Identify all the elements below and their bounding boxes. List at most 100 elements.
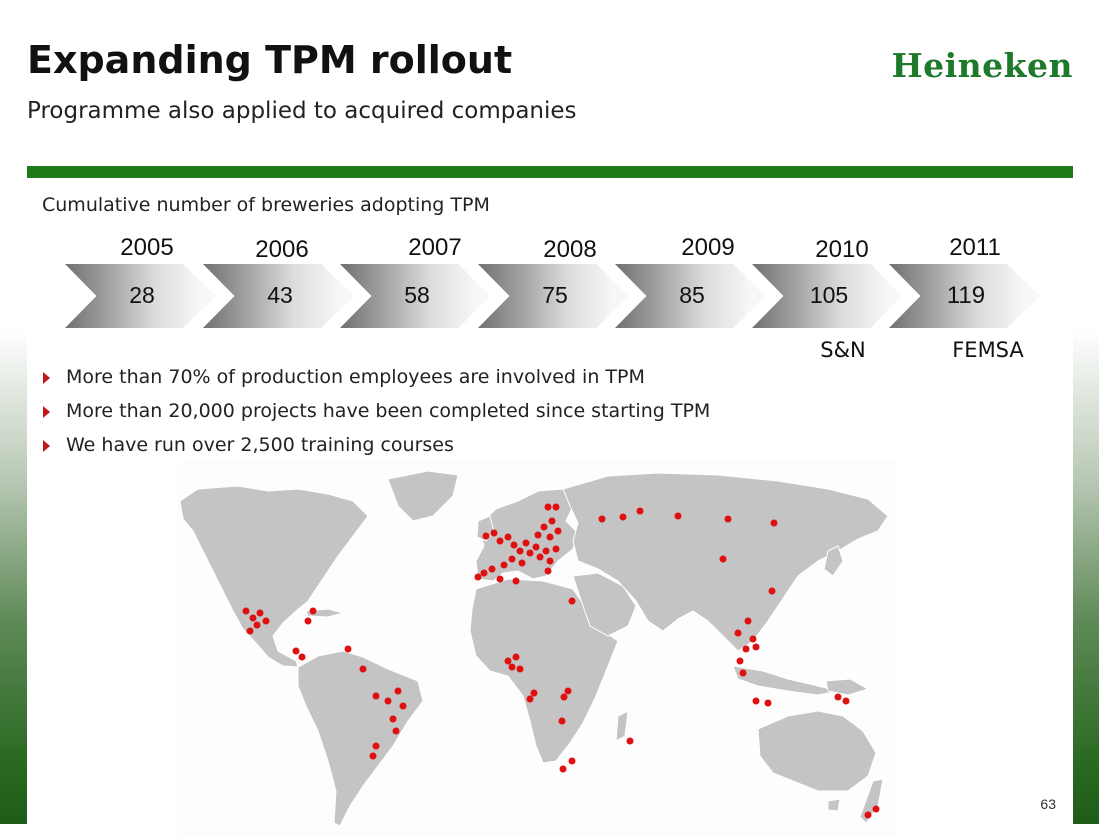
timeline-chevron-2007: 58 (340, 264, 490, 328)
australia-shape (757, 710, 877, 792)
brewery-dot (309, 607, 317, 615)
brewery-dot (842, 697, 850, 705)
brewery-dot (242, 607, 250, 615)
brewery-dot (256, 609, 264, 617)
world-map (178, 461, 896, 836)
bullet-arrow-icon (43, 372, 50, 384)
brewery-dot (719, 555, 727, 563)
timeline-chevron-2005: 28 (65, 264, 215, 328)
brewery-dot (394, 687, 402, 695)
brewery-dot (249, 614, 257, 622)
brewery-dot (518, 559, 526, 567)
timeline-value-2006: 43 (267, 282, 293, 308)
indonesia-shape (732, 665, 839, 696)
brewery-dot (526, 695, 534, 703)
brewery-dot (834, 693, 842, 701)
brewery-dot (532, 543, 540, 551)
brewery-dot (749, 635, 757, 643)
brewery-dot (626, 737, 634, 745)
brewery-dot (262, 617, 270, 625)
brewery-dot (512, 577, 520, 585)
brewery-dot (496, 575, 504, 583)
brewery-dot (304, 617, 312, 625)
brewery-dot (516, 665, 524, 673)
timeline-year-2008: 2008 (543, 236, 597, 263)
timeline-year-2005: 2005 (120, 234, 174, 261)
brewery-dot (768, 587, 776, 595)
acquisition-label-2011: FEMSA (952, 338, 1024, 362)
timeline-value-2009: 85 (679, 282, 705, 308)
brewery-dot (246, 627, 254, 635)
timeline-year-2011: 2011 (949, 234, 1001, 261)
brewery-dot (568, 597, 576, 605)
brewery-dot (372, 742, 380, 750)
brewery-dot (724, 515, 732, 523)
brewery-dot (560, 693, 568, 701)
page-title: Expanding TPM rollout (27, 38, 513, 82)
brewery-dot (480, 569, 488, 577)
brewery-dot (508, 555, 516, 563)
timeline-value-2007: 58 (404, 282, 430, 308)
asia-shape (562, 472, 889, 652)
brewery-dot (504, 657, 512, 665)
timeline-heading: Cumulative number of breweries adopting … (42, 194, 490, 216)
brewery-dot (558, 717, 566, 725)
brewery-dot (359, 665, 367, 673)
brewery-dot (292, 647, 300, 655)
heineken-logo: Heineken (891, 46, 1073, 85)
brewery-dot (739, 669, 747, 677)
brewery-dot (559, 765, 567, 773)
brewery-dot (544, 567, 552, 575)
timeline-chevron-2009: 85 (615, 264, 765, 328)
bullet-text: We have run over 2,500 training courses (66, 434, 454, 456)
timeline-value-2008: 75 (542, 282, 568, 308)
japan-shape (823, 545, 844, 577)
bullet-item: We have run over 2,500 training courses (41, 433, 710, 467)
greenland-shape (387, 470, 459, 522)
timeline-chevron-2010: 105 (752, 264, 902, 328)
brewery-dot (542, 547, 550, 555)
brewery-dot (548, 517, 556, 525)
timeline-year-2007: 2007 (408, 234, 462, 261)
brewery-dot (512, 653, 520, 661)
new-guinea-shape (825, 678, 870, 696)
brewery-dot (752, 643, 760, 651)
world-map-icon (179, 470, 889, 827)
brewery-dot (389, 715, 397, 723)
bullet-list: More than 70% of production employees ar… (41, 365, 710, 467)
brewery-dot (496, 537, 504, 545)
brewery-dot (752, 697, 760, 705)
bullet-item: More than 70% of production employees ar… (41, 365, 710, 399)
brewery-dot (474, 573, 482, 581)
new-zealand-shape (859, 778, 884, 824)
brewery-dot (736, 657, 744, 665)
map-land (179, 470, 889, 827)
brewery-dot (568, 757, 576, 765)
brewery-dot (554, 527, 562, 535)
brewery-dot (490, 529, 498, 537)
brewery-dot (522, 539, 530, 547)
brewery-dot (369, 752, 377, 760)
timeline-value-2010: 105 (809, 282, 849, 308)
brewery-dot (734, 629, 742, 637)
brewery-dot (552, 545, 560, 553)
timeline-value-2005: 28 (129, 282, 155, 308)
brewery-dot (534, 531, 542, 539)
timeline-chevron-2011: 119 (889, 264, 1039, 328)
brewery-dot (598, 515, 606, 523)
timeline-year-2006: 2006 (255, 236, 309, 263)
south-america-shape (297, 650, 424, 827)
timeline-chevron-2006: 43 (203, 264, 353, 328)
brewery-dot (544, 503, 552, 511)
brewery-dot (253, 621, 261, 629)
brewery-dot (508, 663, 516, 671)
madagascar-shape (615, 710, 629, 742)
north-america-shape (179, 485, 369, 668)
brewery-markers (242, 503, 880, 819)
brewery-dot (674, 512, 682, 520)
brewery-dot (546, 557, 554, 565)
brewery-dot (384, 697, 392, 705)
bullet-arrow-icon (43, 440, 50, 452)
timeline-chevron-2008: 75 (478, 264, 628, 328)
brewery-dot (540, 523, 548, 531)
